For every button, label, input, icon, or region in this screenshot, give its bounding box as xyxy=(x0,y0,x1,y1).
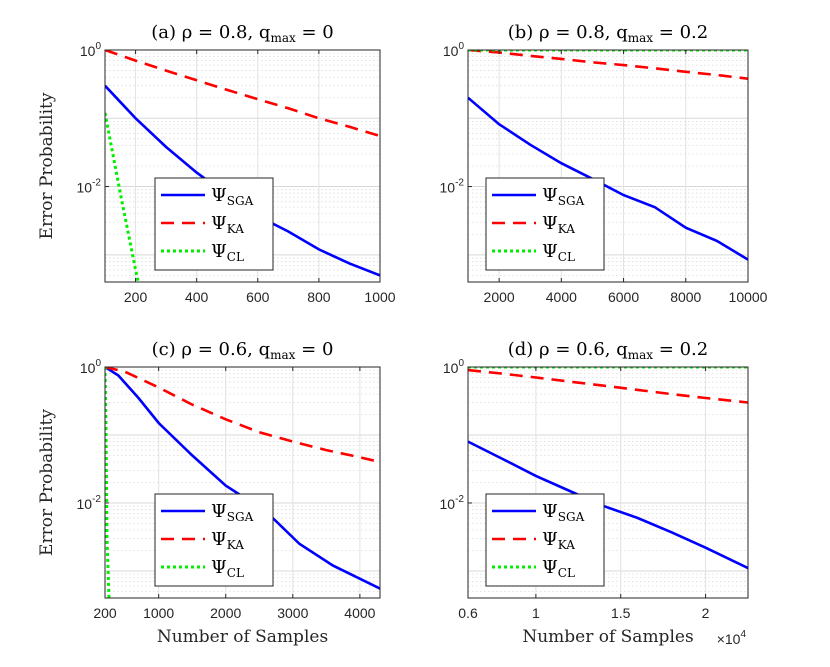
x-tick-label: 6000 xyxy=(608,289,639,305)
x-tick-label: 400 xyxy=(185,289,209,305)
x-tick-label: 800 xyxy=(307,289,331,305)
axes-box xyxy=(104,49,381,283)
panel-title: (c) ρ = 0.6, qmax = 0 xyxy=(152,339,334,362)
x-tick-label: 1000 xyxy=(364,289,395,305)
series-group xyxy=(468,50,748,261)
x-axis-label: Number of Samples xyxy=(157,627,328,647)
axes-box xyxy=(467,366,749,599)
panel-b: 2000 4000 6000 8000 10000 100 10-2 (b) ρ = 0.8,… xyxy=(440,22,768,305)
legend-label-sga: ΨSGA xyxy=(542,501,585,524)
legend: ΨSGA ΨKA ΨCL xyxy=(154,493,274,587)
y-axis-label: Error Probability xyxy=(37,409,57,556)
x-tick-label: 4000 xyxy=(344,605,375,621)
y-axis-label: Error Probability xyxy=(37,92,57,239)
legend-label-ka: ΨKA xyxy=(542,529,575,552)
legend-box xyxy=(154,177,274,271)
axes-box xyxy=(467,49,749,283)
panel-a: 200 400 600 800 1000 100 10-2 (a) ρ = 0.8, qmax… xyxy=(37,22,396,305)
x-tick-label: 2000 xyxy=(484,289,515,305)
x-multiplier: ×104 xyxy=(717,629,747,647)
x-tick-label: 600 xyxy=(246,289,270,305)
y-tick-label: 100 xyxy=(443,41,465,59)
panel-d: 0.6 1 1.5 2 100 10-2 (d) ρ = 0.6, qmax = 0.2 Nu… xyxy=(440,339,749,647)
legend-label-ka: ΨKA xyxy=(542,213,575,236)
legend: ΨSGA ΨKA ΨCL xyxy=(485,493,605,587)
legend-label-ka: ΨKA xyxy=(211,529,244,552)
legend: ΨSGA ΨKA ΨCL xyxy=(485,177,605,271)
y-tick-label: 100 xyxy=(443,358,465,376)
series-line-ka xyxy=(105,50,380,138)
x-tick-label: 0.6 xyxy=(458,605,478,621)
legend: ΨSGA ΨKA ΨCL xyxy=(154,177,274,271)
x-tick-label: 3000 xyxy=(277,605,308,621)
legend-label-cl: ΨCL xyxy=(211,241,244,264)
legend-label-cl: ΨCL xyxy=(542,557,575,580)
x-tick-label: 4000 xyxy=(546,289,577,305)
legend-label-ka: ΨKA xyxy=(211,213,244,236)
x-tick-label: 2000 xyxy=(210,605,241,621)
y-tick-label: 100 xyxy=(80,358,102,376)
legend-label-sga: ΨSGA xyxy=(211,501,254,524)
x-tick-label: 8000 xyxy=(670,289,701,305)
series-line-sga xyxy=(468,96,748,261)
legend-box xyxy=(485,177,605,271)
y-tick-label: 100 xyxy=(80,41,102,59)
legend-label-sga: ΨSGA xyxy=(542,185,585,208)
y-tick-label: 10-2 xyxy=(77,494,102,512)
x-tick-label: 200 xyxy=(124,289,148,305)
y-tick-label: 10-2 xyxy=(77,178,102,196)
axes-box xyxy=(104,366,381,599)
series-line-ka xyxy=(468,368,748,404)
x-tick-label: 1 xyxy=(532,605,540,621)
series-line-ka xyxy=(468,50,748,80)
panel-title: (b) ρ = 0.8, qmax = 0.2 xyxy=(508,22,708,45)
legend-label-sga: ΨSGA xyxy=(211,185,254,208)
x-tick-label: 1000 xyxy=(143,605,174,621)
panel-title: (d) ρ = 0.6, qmax = 0.2 xyxy=(508,339,708,362)
panel-title: (a) ρ = 0.8, qmax = 0 xyxy=(151,22,334,45)
x-tick-label: 10000 xyxy=(729,289,768,305)
legend-label-cl: ΨCL xyxy=(542,241,575,264)
legend-label-cl: ΨCL xyxy=(211,557,244,580)
series-group xyxy=(105,367,380,598)
panel-c: 200 1000 2000 3000 4000 100 10-2 (c) ρ = 0.6, q… xyxy=(37,339,381,647)
x-tick-label: 1.5 xyxy=(611,605,631,621)
x-tick-label: 200 xyxy=(93,605,117,621)
series-line-sga xyxy=(105,367,380,590)
gridlines xyxy=(468,50,749,282)
y-tick-label: 10-2 xyxy=(440,494,465,512)
y-tick-label: 10-2 xyxy=(440,178,465,196)
x-tick-label: 2 xyxy=(702,605,710,621)
legend-box xyxy=(154,493,274,587)
legend-box xyxy=(485,493,605,587)
series-line-cl xyxy=(105,112,140,282)
series-line-ka xyxy=(105,367,380,464)
x-axis-label: Number of Samples xyxy=(522,627,693,647)
